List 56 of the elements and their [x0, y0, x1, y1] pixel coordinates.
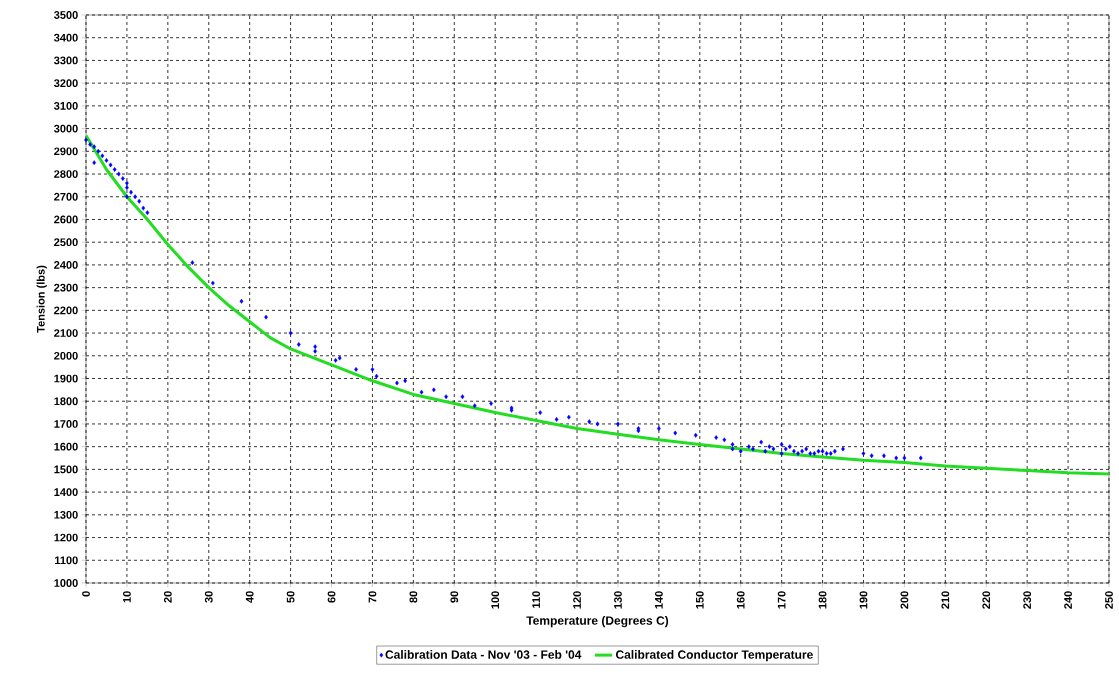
x-tick-label: 100 [491, 591, 500, 609]
y-tick-label: 1000 [54, 579, 78, 587]
x-tick-label: 250 [1105, 591, 1113, 609]
y-tick-label: 3300 [53, 56, 78, 65]
x-tick-label: 60 [327, 591, 336, 603]
y-tick-label: 2400 [54, 261, 78, 269]
y-tick-label: 2800 [54, 170, 78, 178]
x-tick-label: 220 [982, 591, 991, 609]
x-tick-label: 190 [859, 591, 868, 609]
x-tick-label: 230 [1023, 591, 1032, 609]
x-tick-label: 240 [1064, 591, 1072, 609]
y-tick-label: 1600 [54, 442, 78, 451]
y-tick-label: 1700 [54, 420, 78, 428]
x-tick-label: 0 [82, 591, 90, 597]
y-axis-title: Tension (lbs) [36, 265, 47, 333]
x-tick-label: 200 [900, 591, 909, 609]
x-tick-label: 170 [777, 591, 786, 609]
y-tick-label: 1900 [54, 374, 78, 383]
x-tick-label: 140 [655, 591, 663, 609]
x-tick-label: 10 [123, 591, 131, 603]
y-tick-label: 3400 [53, 33, 78, 42]
y-tick-label: 2700 [54, 192, 78, 201]
y-tick-label: 3000 [53, 124, 78, 133]
y-tick-label: 2300 [54, 283, 78, 292]
y-tick-label: 2600 [54, 215, 78, 224]
x-tick-label: 160 [736, 591, 745, 609]
y-tick-label: 1400 [54, 488, 78, 496]
x-tick-label: 120 [573, 591, 581, 609]
x-tick-label: 150 [695, 591, 704, 609]
x-axis-title: Temperature (Degrees C) [526, 616, 669, 628]
y-tick-label: 2900 [54, 147, 78, 156]
x-tick-label: 30 [204, 591, 213, 603]
y-tick-label: 2000 [54, 351, 78, 360]
x-tick-label: 130 [614, 591, 622, 609]
x-tick-label: 180 [818, 591, 827, 609]
x-tick-label: 50 [286, 591, 295, 603]
y-tick-label: 3500 [53, 11, 78, 19]
legend-label: Calibration Data - Nov '03 - Feb '04 [385, 650, 582, 659]
y-tick-label: 2100 [54, 329, 78, 337]
y-tick-label: 3200 [53, 79, 78, 88]
y-tick-label: 3100 [53, 101, 78, 110]
x-tick-label: 90 [450, 591, 459, 603]
y-tick-label: 2500 [54, 238, 78, 247]
x-tick-label: 210 [941, 591, 950, 609]
y-tick-label: 1200 [54, 533, 78, 542]
y-tick-label: 2200 [54, 306, 78, 315]
legend-label: Calibrated Conductor Temperature [615, 650, 813, 662]
y-tick-label: 1300 [54, 510, 78, 519]
x-tick-label: 20 [163, 591, 172, 603]
y-tick-label: 1800 [54, 397, 78, 406]
x-tick-label: 80 [409, 591, 418, 603]
x-tick-label: 40 [245, 591, 254, 603]
y-tick-label: 1100 [55, 556, 78, 565]
x-tick-label: 110 [532, 591, 541, 608]
y-tick-label: 1500 [54, 465, 78, 474]
x-tick-label: 70 [368, 591, 377, 603]
